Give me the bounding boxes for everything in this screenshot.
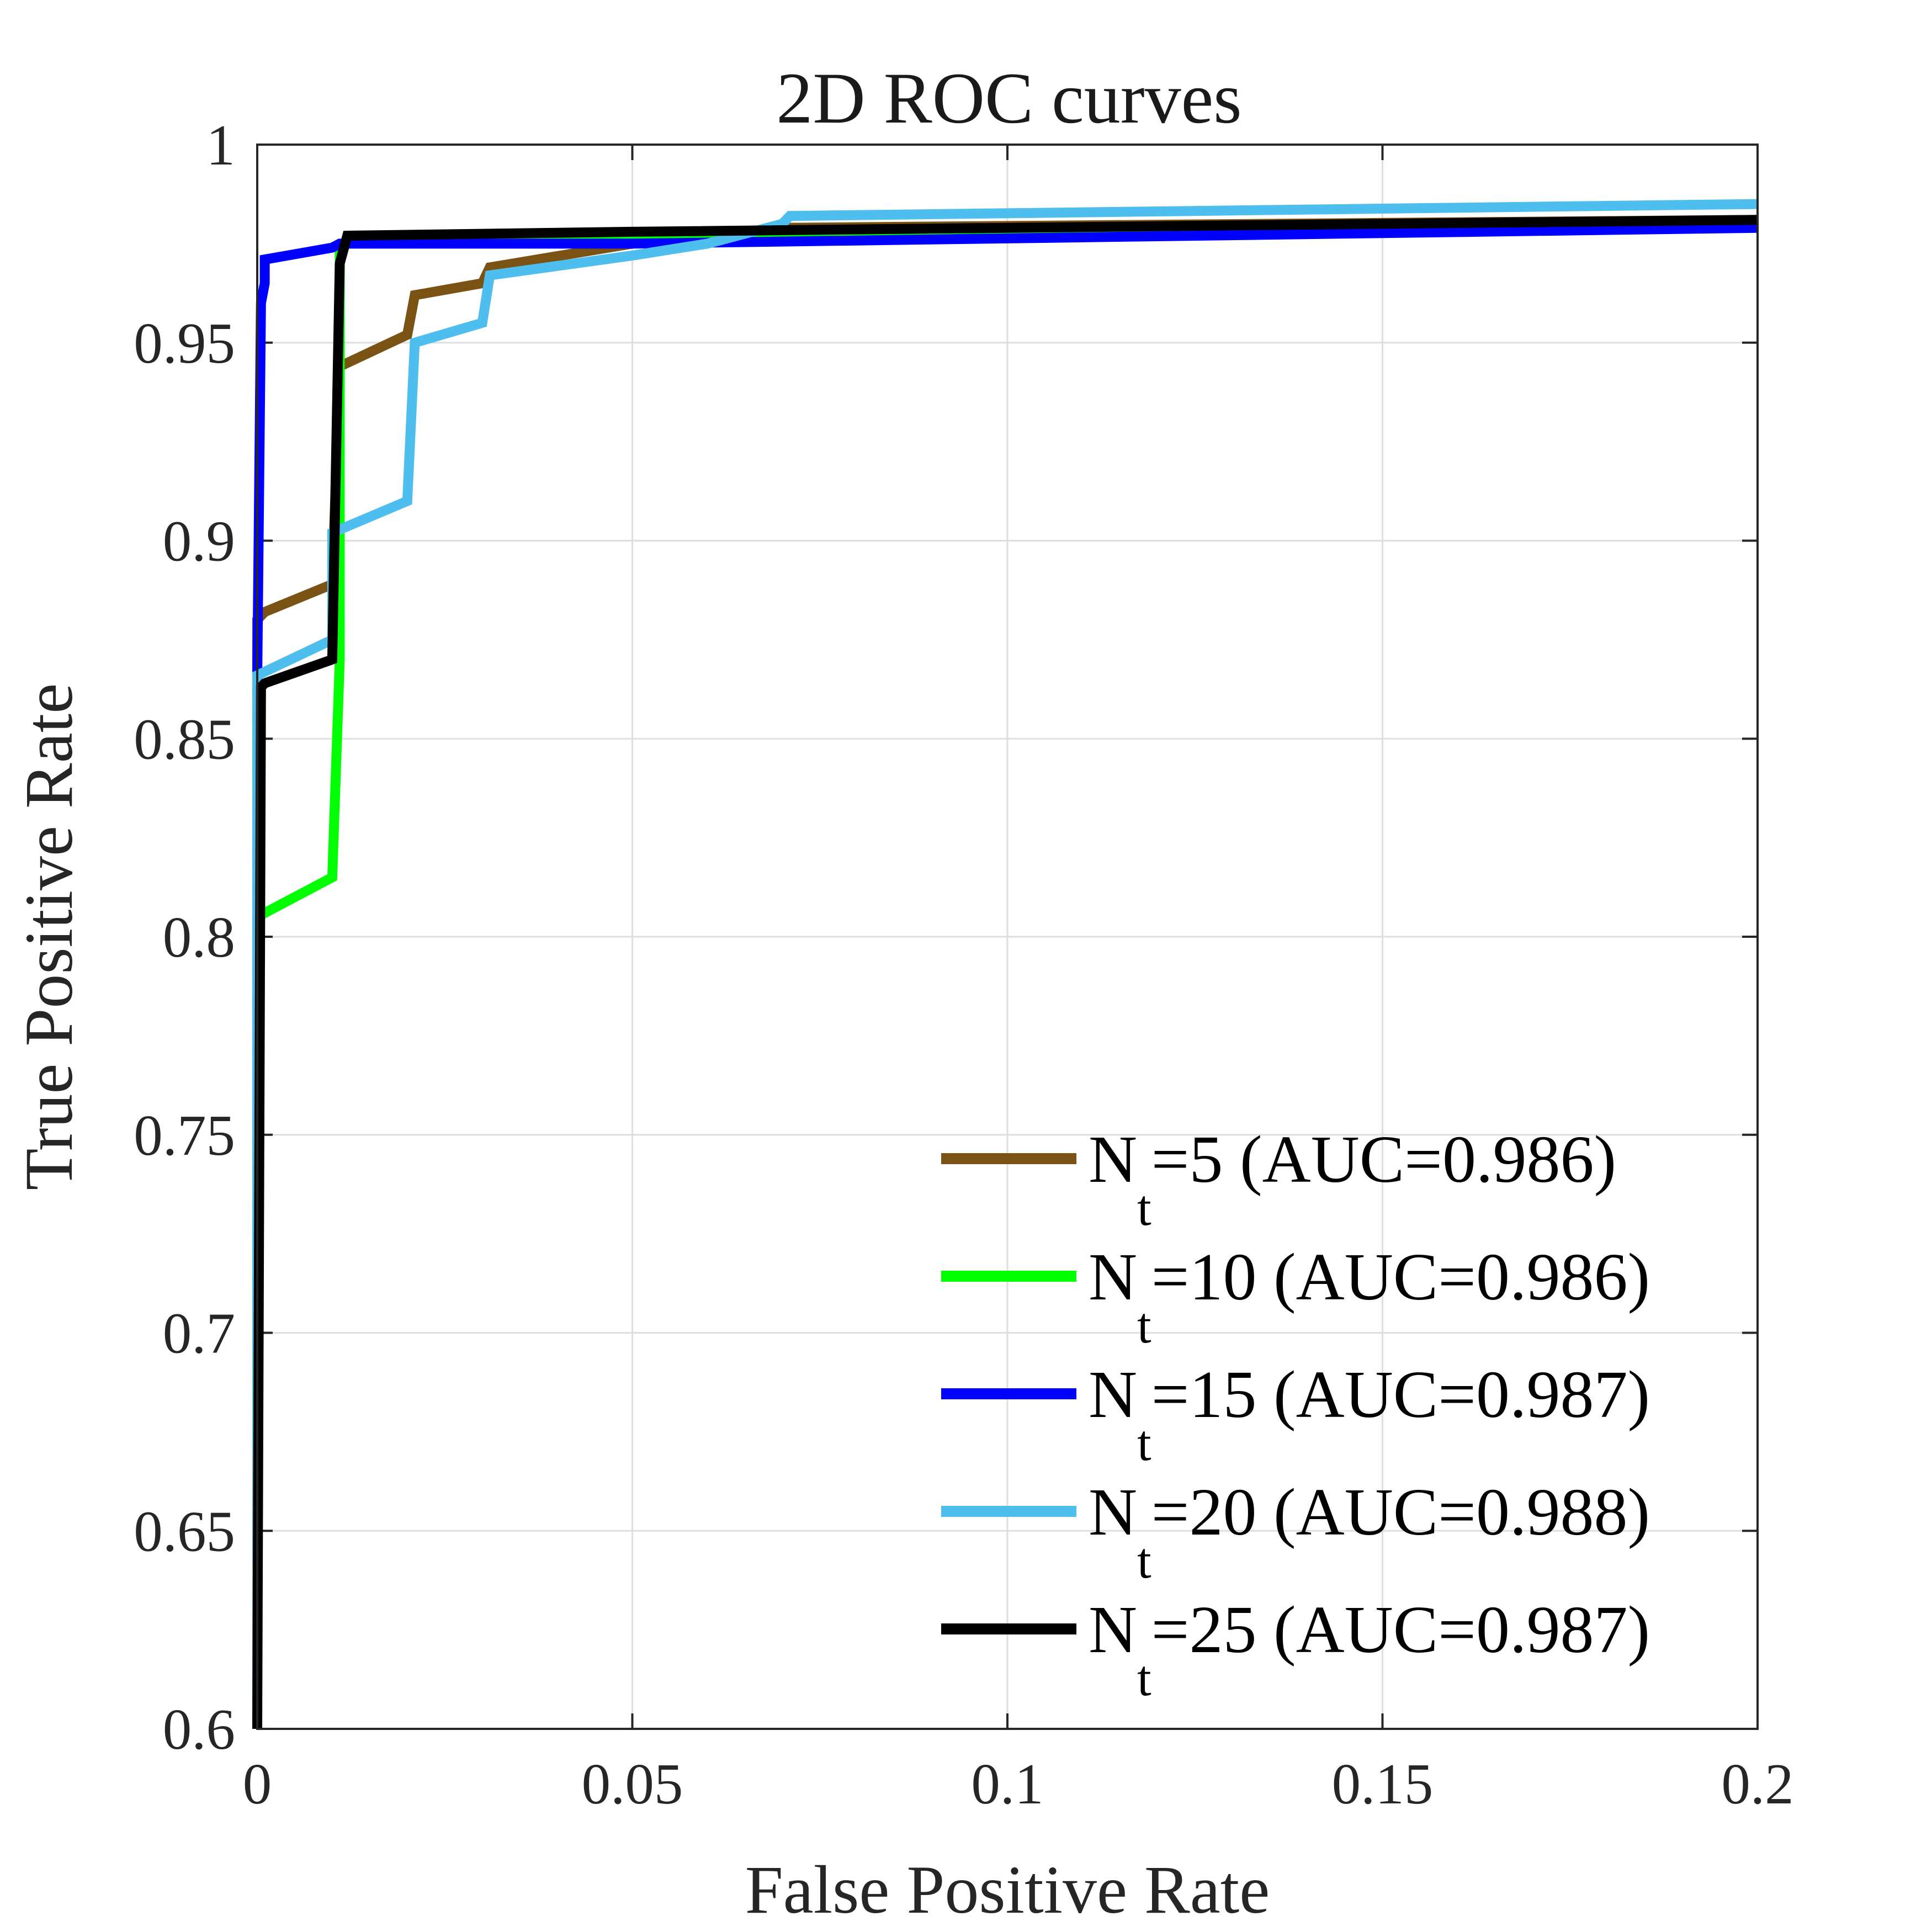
legend-subscript: t <box>1137 1532 1151 1589</box>
y-tick-label: 0.95 <box>134 311 235 375</box>
legend-symbol: N <box>1089 1357 1137 1432</box>
legend: Nt=5 (AUC=0.986)Nt=10 (AUC=0.986)Nt=15 (… <box>941 1122 1650 1706</box>
legend-subscript: t <box>1137 1415 1151 1471</box>
legend-label: =5 (AUC=0.986) <box>1151 1122 1616 1197</box>
legend-entry-1: Nt=5 (AUC=0.986) <box>1089 1122 1616 1236</box>
legend-entry-2: Nt=10 (AUC=0.986) <box>1089 1240 1650 1354</box>
x-tick-label: 0.1 <box>971 1751 1043 1816</box>
x-tick-label: 0 <box>243 1751 272 1816</box>
y-tick-label: 0.75 <box>134 1103 235 1167</box>
tick-labels: 0 0.05 0.1 0.15 0.2 0.6 0.65 0.7 0.75 0.8 0.85 0.9 0… <box>134 113 1793 1816</box>
y-tick-label: 0.85 <box>134 707 235 771</box>
y-tick-label: 0.65 <box>134 1499 235 1563</box>
x-axis-label: False Positive Rate <box>745 1852 1270 1928</box>
legend-symbol: N <box>1089 1593 1137 1667</box>
y-tick-label: 0.8 <box>163 905 235 969</box>
legend-label: =10 (AUC=0.986) <box>1151 1240 1650 1314</box>
legend-label: =15 (AUC=0.987) <box>1151 1357 1650 1432</box>
series-lines <box>252 199 1758 1729</box>
y-tick-label: 1 <box>206 113 236 177</box>
legend-entry-5: Nt=25 (AUC=0.987) <box>1089 1593 1650 1706</box>
series-line-3 <box>252 222 1758 1729</box>
legend-entry-4: Nt=20 (AUC=0.988) <box>1089 1475 1650 1589</box>
series-line-5 <box>252 215 1758 1729</box>
y-tick-label: 0.7 <box>163 1301 235 1366</box>
plot-frame <box>256 144 1759 1730</box>
chart-title: 2D ROC curves <box>776 57 1241 139</box>
legend-symbol: N <box>1089 1122 1137 1197</box>
y-tick-label: 0.9 <box>163 509 235 574</box>
legend-subscript: t <box>1137 1650 1151 1706</box>
legend-subscript: t <box>1137 1297 1151 1354</box>
x-tick-label: 0.15 <box>1332 1751 1434 1816</box>
legend-label: =25 (AUC=0.987) <box>1151 1593 1650 1667</box>
legend-symbol: N <box>1089 1475 1137 1549</box>
x-tick-label: 0.2 <box>1721 1751 1793 1816</box>
legend-entry-3: Nt=15 (AUC=0.987) <box>1089 1357 1650 1471</box>
legend-subscript: t <box>1137 1180 1151 1236</box>
y-axis-label: True Positive Rate <box>11 683 87 1191</box>
legend-label: =20 (AUC=0.988) <box>1151 1475 1650 1549</box>
y-tick-label: 0.6 <box>163 1697 235 1761</box>
x-tick-label: 0.05 <box>582 1751 683 1816</box>
legend-symbol: N <box>1089 1240 1137 1314</box>
